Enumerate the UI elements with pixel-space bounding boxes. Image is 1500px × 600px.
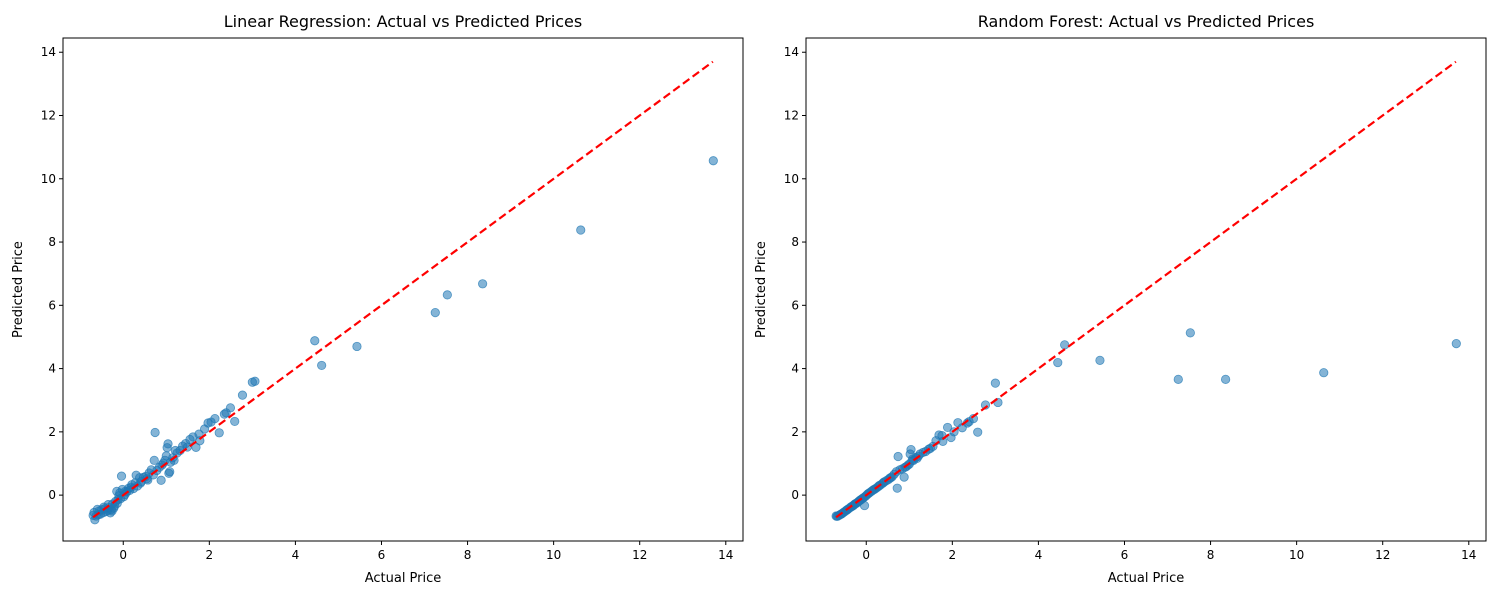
data-point [430,307,440,318]
y-tick-label: 0 [791,488,799,502]
x-tick-label: 12 [632,548,647,562]
data-point [893,451,903,462]
x-tick-label: 0 [119,548,127,562]
data-point [131,470,141,480]
reference-line [92,60,714,519]
x-tick-label: 14 [718,548,733,562]
data-point [250,376,260,386]
data-point [352,341,362,352]
x-axis-label: Actual Price [1108,571,1185,586]
y-tick-label: 10 [784,172,799,186]
y-tick-label: 6 [48,298,56,312]
data-point [237,390,248,400]
y-axis-label: Predicted Price [11,241,26,338]
x-tick-label: 6 [1121,548,1129,562]
data-point [708,156,718,166]
data-point [442,290,452,300]
data-point [219,409,229,419]
data-point [149,455,159,465]
data-point [317,360,327,371]
data-point [230,416,240,427]
data-point [162,443,172,453]
y-tick-label: 8 [48,235,56,249]
data-point [942,422,953,433]
data-point [156,475,166,485]
x-tick-label: 4 [292,548,300,562]
data-point [1451,338,1461,349]
x-tick-label: 2 [206,548,214,562]
data-point [1221,374,1231,384]
x-tick-label: 0 [862,548,870,562]
data-point [150,427,160,438]
chart-linear-regression: Linear Regression: Actual vs Predicted P… [11,12,744,586]
x-tick-label: 6 [378,548,386,562]
x-tick-label: 12 [1375,548,1390,562]
chart-random-forest: Random Forest: Actual vs Predicted Price… [754,12,1487,586]
y-tick-label: 14 [41,45,56,59]
data-point [157,460,167,470]
y-tick-label: 2 [48,425,56,439]
y-tick-label: 10 [41,172,56,186]
data-point [1095,355,1105,365]
data-points [88,156,718,525]
data-point [214,428,224,438]
data-point [478,279,488,289]
y-tick-label: 12 [784,109,799,123]
y-tick-label: 6 [791,298,799,312]
data-point [905,449,915,459]
data-point [107,506,117,516]
data-point [310,336,320,346]
data-point [1185,328,1195,338]
data-point [116,471,127,481]
x-tick-label: 4 [1035,548,1043,562]
axes-frame [62,37,744,542]
axes-frame [805,37,1487,542]
data-point [953,418,963,428]
data-point [1053,357,1063,368]
y-tick-label: 14 [784,45,799,59]
reference-line [835,60,1457,519]
x-axis-label: Actual Price [365,571,442,586]
data-points [831,328,1461,521]
data-point [1173,374,1183,384]
y-tick-label: 0 [48,488,56,502]
y-tick-label: 4 [48,362,56,376]
data-point [1319,368,1329,378]
y-tick-label: 12 [41,109,56,123]
data-point [990,378,1000,388]
data-point [892,483,902,493]
x-tick-label: 8 [1207,548,1215,562]
x-tick-label: 8 [464,548,472,562]
y-tick-label: 4 [791,362,799,376]
data-point [1060,340,1070,350]
data-point [164,468,174,478]
y-tick-label: 2 [791,425,799,439]
data-point [973,427,983,437]
chart-title: Linear Regression: Actual vs Predicted P… [224,12,582,31]
x-tick-label: 10 [546,548,561,562]
y-axis-label: Predicted Price [754,241,769,338]
x-tick-label: 2 [949,548,957,562]
chart-title: Random Forest: Actual vs Predicted Price… [978,12,1315,31]
x-tick-label: 14 [1461,548,1476,562]
data-point [576,225,586,235]
y-tick-label: 8 [791,235,799,249]
x-tick-label: 10 [1289,548,1304,562]
